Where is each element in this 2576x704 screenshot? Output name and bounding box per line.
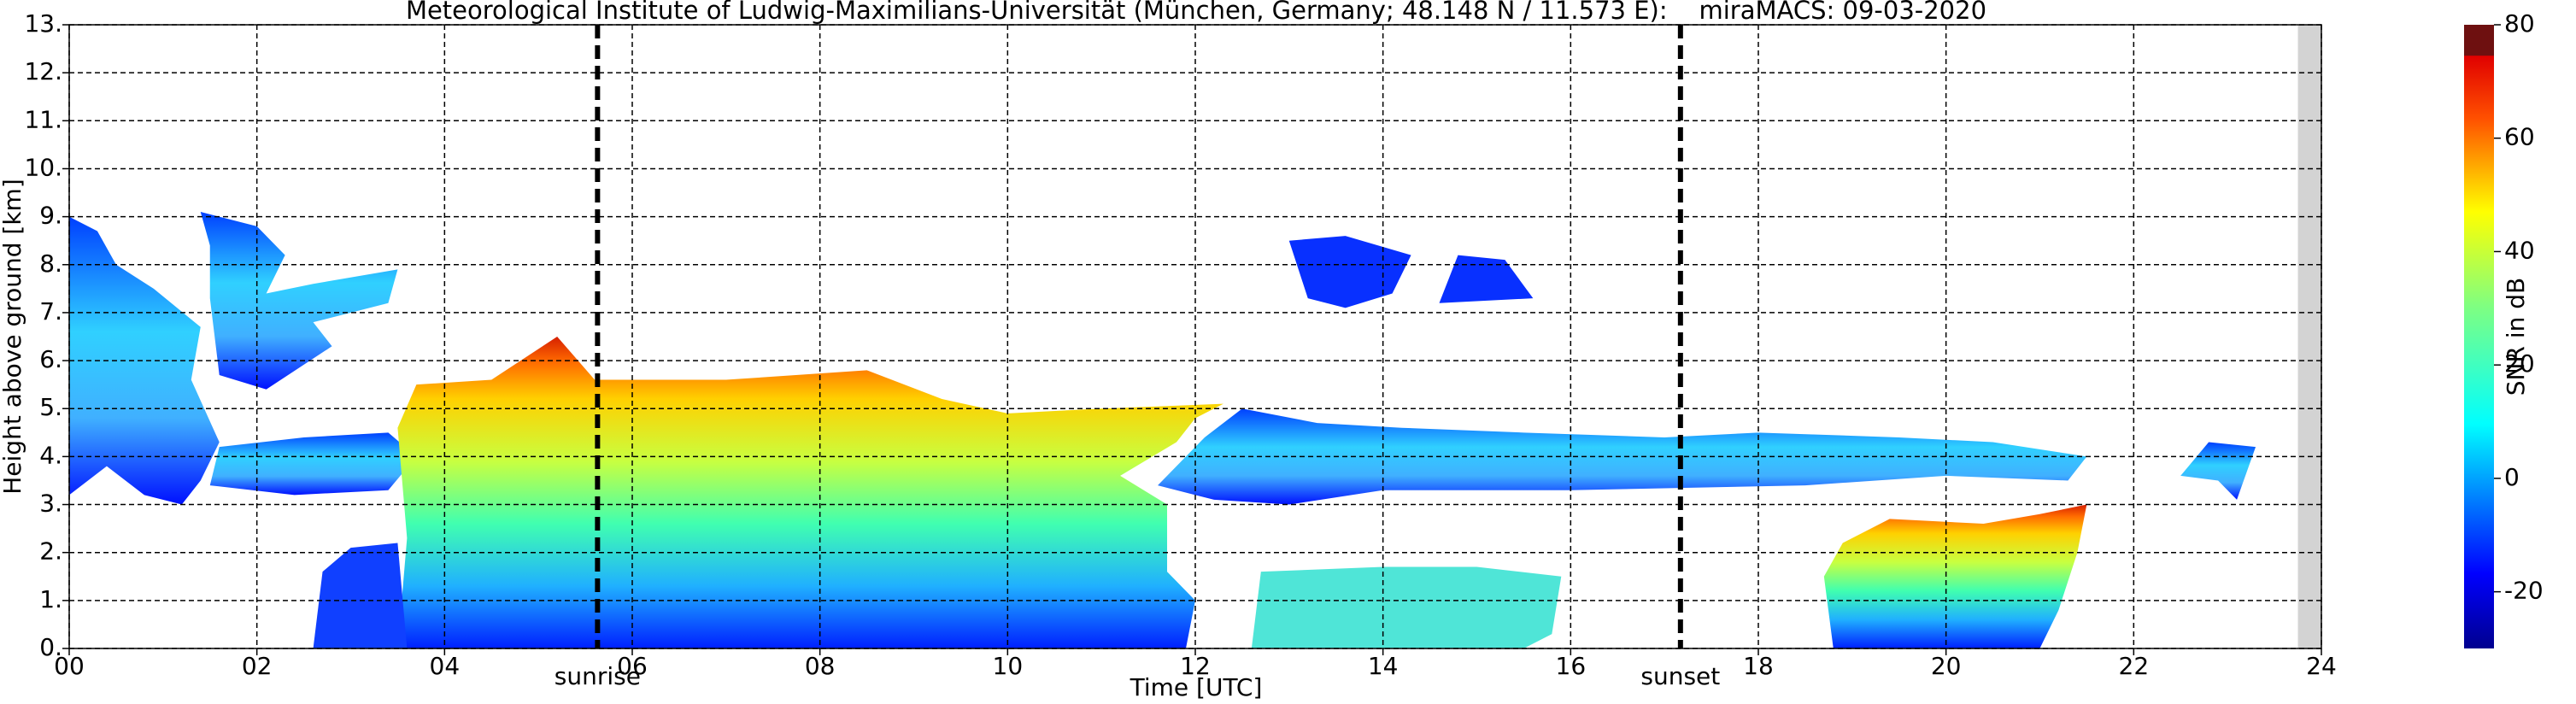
annotation-label: sunset <box>1640 662 1720 690</box>
colorbar-tick-label: -20 <box>2504 577 2544 605</box>
chart-title: Meteorological Institute of Ludwig-Maxim… <box>406 0 1986 25</box>
echo-region <box>200 212 398 390</box>
colorbar-tick-label: 20 <box>2504 349 2535 378</box>
echo-region <box>209 432 417 496</box>
colorbar-tick-label: 80 <box>2504 9 2535 38</box>
x-tick-label: 02 <box>242 652 273 680</box>
x-tick-label: 24 <box>2306 652 2337 680</box>
x-tick-label: 04 <box>430 652 461 680</box>
y-tick-label: 12. <box>24 57 62 85</box>
echo-region <box>69 216 220 505</box>
y-tick-label: 5. <box>39 393 62 421</box>
x-tick-label: 16 <box>1556 652 1587 680</box>
echo-region <box>2180 442 2256 500</box>
y-tick-label: 6. <box>39 345 62 373</box>
colorbar-tick-label: 0 <box>2504 463 2520 491</box>
echo-field <box>69 212 2256 648</box>
x-tick-label: 20 <box>1931 652 1962 680</box>
annotation-label: sunrise <box>555 662 641 690</box>
x-tick-label: 18 <box>1743 652 1774 680</box>
colorbar <box>2464 25 2494 648</box>
x-tick-label: 12 <box>1180 652 1211 680</box>
echo-region <box>1158 408 2087 505</box>
y-tick-label: 11. <box>24 105 62 133</box>
colorbar-label: SNR in dB <box>2502 278 2530 396</box>
echo-region <box>1288 236 1411 308</box>
y-tick-label: 13. <box>24 9 62 38</box>
y-tick-label: 1. <box>39 585 62 613</box>
echo-region <box>1439 255 1534 303</box>
x-tick-label: 06 <box>617 652 648 680</box>
x-tick-label: 22 <box>2119 652 2150 680</box>
y-tick-label: 2. <box>39 537 62 566</box>
echo-region <box>397 337 1223 648</box>
x-tick-label: 08 <box>805 652 836 680</box>
y-tick-label: 4. <box>39 441 62 469</box>
echo-region <box>1251 566 1562 648</box>
y-tick-label: 3. <box>39 490 62 518</box>
y-tick-label: 8. <box>39 249 62 278</box>
echo-region <box>1823 504 2087 648</box>
echo-region <box>313 543 408 648</box>
y-axis-label: Height above ground [km] <box>0 179 26 495</box>
y-tick-label: 10. <box>24 153 62 181</box>
colorbar-tick-label: 40 <box>2504 236 2535 264</box>
y-tick-label: 0. <box>39 633 62 661</box>
y-tick-label: 7. <box>39 297 62 326</box>
x-tick-label: 14 <box>1368 652 1399 680</box>
x-tick-label: 00 <box>54 652 85 680</box>
plot-frame <box>68 24 2322 649</box>
y-tick-label: 9. <box>39 202 62 230</box>
x-axis-label: Time [UTC] <box>1130 673 1263 701</box>
colorbar-tick-label: 60 <box>2504 123 2535 151</box>
x-tick-label: 10 <box>993 652 1024 680</box>
missing-data <box>2297 25 2321 648</box>
